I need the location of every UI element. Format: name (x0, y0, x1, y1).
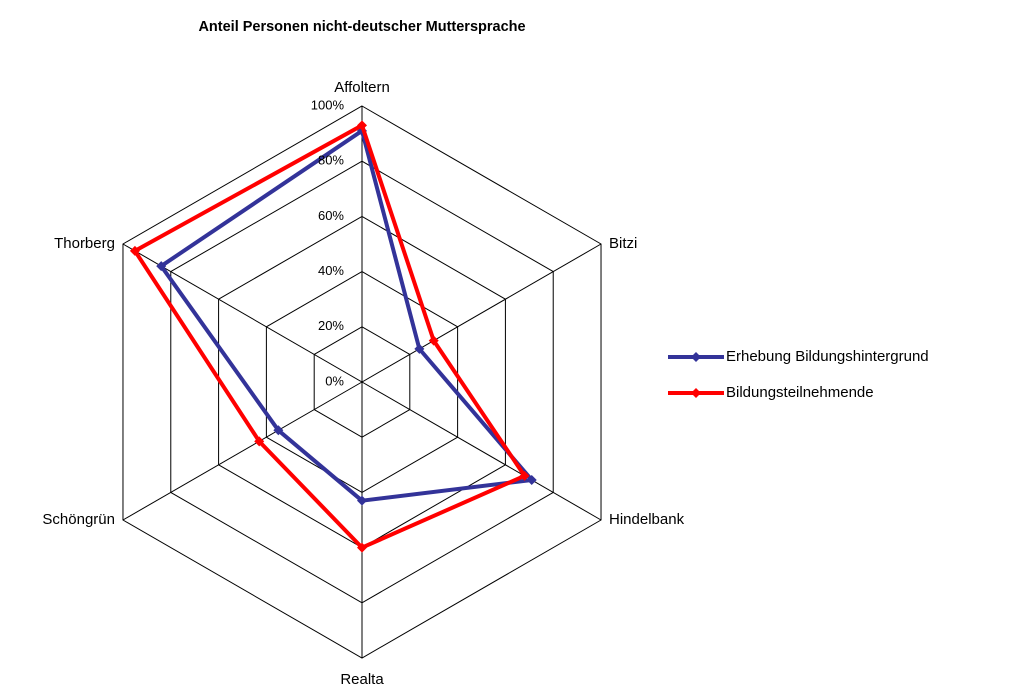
category-label: Hindelbank (609, 511, 685, 528)
category-label: Bitzi (609, 235, 637, 252)
legend-marker (691, 388, 701, 398)
marker (414, 343, 425, 354)
marker (519, 470, 530, 481)
marker (357, 542, 367, 553)
chart-title: Anteil Personen nicht-deutscher Muttersp… (198, 19, 525, 35)
legend-label: Bildungsteilnehmende (726, 384, 874, 401)
spoke (122, 381, 363, 521)
tick-label: 0% (325, 373, 344, 388)
marker (156, 261, 167, 272)
tick-label: 40% (318, 263, 344, 278)
marker (526, 474, 537, 485)
legend-label: Erhebung Bildungshintergrund (726, 348, 929, 365)
spoke (361, 243, 602, 383)
legend-marker (691, 352, 701, 362)
tick-label: 80% (318, 153, 344, 168)
marker (254, 436, 265, 447)
marker (357, 120, 367, 131)
category-label: Schöngrün (42, 511, 115, 528)
marker (129, 245, 140, 256)
spoke (361, 381, 602, 521)
series-line (132, 123, 527, 550)
category-label: Realta (340, 671, 384, 688)
marker (357, 495, 367, 506)
marker (273, 425, 284, 436)
category-label: Affoltern (334, 79, 390, 96)
tick-label: 100% (311, 97, 345, 112)
tick-label: 60% (318, 208, 344, 223)
marker (428, 335, 439, 346)
category-label: Thorberg (54, 235, 115, 252)
tick-label: 20% (318, 318, 344, 333)
